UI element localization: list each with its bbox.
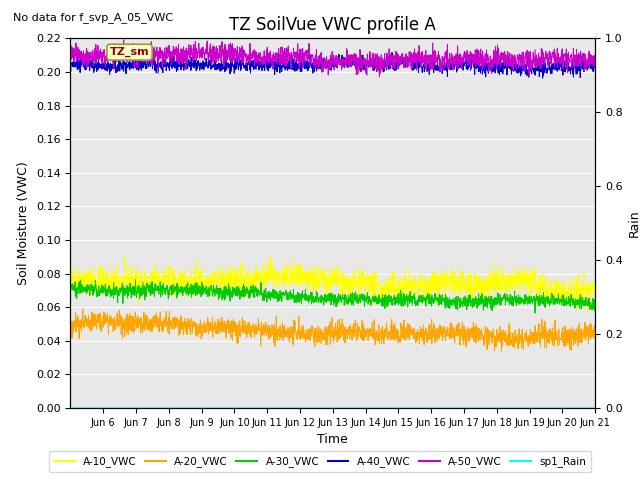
Line: A-50_VWC: A-50_VWC	[70, 40, 595, 77]
A-30_VWC	[480, 301, 488, 307]
A-10_VWC	[577, 287, 584, 293]
A-20_VWC	[577, 340, 584, 346]
A-50_VWC	[308, 51, 316, 57]
A-30_VWC	[577, 292, 584, 298]
Line: A-40_VWC: A-40_VWC	[70, 52, 595, 78]
A-30_VWC	[591, 299, 599, 305]
A-40_VWC	[388, 49, 396, 55]
A-30_VWC	[308, 289, 316, 295]
A-30_VWC	[67, 286, 74, 292]
sp1_Rain	[67, 405, 74, 411]
Line: A-20_VWC: A-20_VWC	[70, 309, 595, 352]
Title: TZ SoilVue VWC profile A: TZ SoilVue VWC profile A	[229, 16, 436, 34]
sp1_Rain	[576, 405, 584, 411]
A-50_VWC	[591, 52, 599, 58]
A-30_VWC	[93, 288, 101, 294]
A-50_VWC	[93, 48, 101, 54]
A-40_VWC	[67, 59, 74, 64]
A-10_VWC	[576, 291, 584, 297]
Text: No data for f_svp_A_05_VWC: No data for f_svp_A_05_VWC	[13, 12, 173, 23]
sp1_Rain	[591, 405, 599, 411]
A-10_VWC	[122, 253, 129, 259]
A-30_VWC	[531, 310, 539, 316]
A-40_VWC	[577, 75, 584, 81]
A-40_VWC	[93, 64, 101, 70]
A-40_VWC	[480, 65, 488, 71]
A-50_VWC	[120, 37, 127, 43]
A-30_VWC	[322, 292, 330, 298]
A-10_VWC	[480, 281, 488, 287]
A-50_VWC	[322, 65, 330, 71]
Line: A-10_VWC: A-10_VWC	[70, 256, 595, 311]
X-axis label: Time: Time	[317, 433, 348, 446]
Text: TZ_sm: TZ_sm	[110, 47, 149, 57]
A-20_VWC	[93, 314, 101, 320]
A-40_VWC	[308, 65, 316, 71]
Y-axis label: Soil Moisture (VWC): Soil Moisture (VWC)	[17, 161, 30, 285]
sp1_Rain	[480, 405, 488, 411]
A-10_VWC	[308, 270, 316, 276]
A-50_VWC	[480, 61, 488, 67]
A-30_VWC	[132, 277, 140, 283]
A-10_VWC	[67, 271, 74, 276]
A-20_VWC	[577, 332, 584, 338]
A-40_VWC	[577, 66, 584, 72]
A-10_VWC	[591, 293, 599, 299]
A-20_VWC	[67, 325, 74, 331]
A-10_VWC	[584, 308, 592, 314]
A-50_VWC	[577, 60, 584, 65]
A-10_VWC	[93, 281, 101, 287]
sp1_Rain	[93, 405, 101, 411]
A-20_VWC	[591, 334, 599, 340]
A-50_VWC	[577, 50, 584, 56]
sp1_Rain	[308, 405, 316, 411]
A-40_VWC	[322, 61, 330, 67]
A-30_VWC	[577, 292, 584, 298]
A-20_VWC	[79, 306, 86, 312]
Legend: A-10_VWC, A-20_VWC, A-30_VWC, A-40_VWC, A-50_VWC, sp1_Rain: A-10_VWC, A-20_VWC, A-30_VWC, A-40_VWC, …	[49, 451, 591, 472]
Y-axis label: Rain: Rain	[628, 209, 640, 237]
A-20_VWC	[322, 342, 330, 348]
A-50_VWC	[67, 48, 74, 54]
sp1_Rain	[322, 405, 330, 411]
A-50_VWC	[376, 74, 383, 80]
A-40_VWC	[539, 75, 547, 81]
A-20_VWC	[498, 349, 506, 355]
sp1_Rain	[576, 405, 584, 411]
A-20_VWC	[480, 342, 488, 348]
A-20_VWC	[308, 323, 316, 328]
A-40_VWC	[591, 63, 599, 69]
A-10_VWC	[322, 282, 330, 288]
Line: A-30_VWC: A-30_VWC	[70, 280, 595, 313]
